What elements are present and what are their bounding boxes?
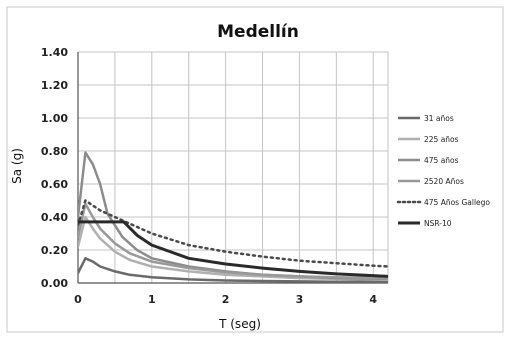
y-tick-label: 0.60: [41, 178, 68, 191]
series-line-1: [78, 215, 388, 281]
legend: 31 años 225 años 475 años 2520 Años 475 Años…: [396, 114, 490, 228]
series-line-3: [78, 202, 388, 280]
series-line-4: [78, 199, 388, 268]
legend-label: 31 años: [424, 114, 454, 123]
x-tick-label: 1: [148, 293, 156, 306]
legend-label: 2520 Años: [424, 177, 464, 186]
series-layer: [78, 151, 388, 283]
y-tick-label: 1.40: [41, 46, 68, 59]
y-tick-label: 0.20: [41, 244, 68, 257]
x-tick-label: 4: [369, 293, 377, 306]
legend-label: 475 años: [424, 156, 459, 165]
y-tick-label: 0.00: [41, 277, 68, 290]
y-tick-label: 0.80: [41, 145, 68, 158]
legend-label: 475 Años Gallego: [424, 198, 490, 207]
chart-title: Medellín: [217, 22, 299, 42]
axis-layer: 0.00 0.20 0.40 0.60 0.80 1.00 1.20 1.40 0 1 2 3 4: [41, 46, 388, 306]
x-axis-label: T (seg): [218, 317, 261, 331]
y-axis-label: Sa (g): [10, 148, 24, 184]
legend-label: 225 años: [424, 135, 459, 144]
x-tick-label: 0: [74, 293, 82, 306]
x-tick-label: 2: [222, 293, 230, 306]
y-tick-label: 1.20: [41, 79, 68, 92]
y-tick-label: 1.00: [41, 112, 68, 125]
series-line-0: [78, 257, 388, 283]
y-tick-label: 0.40: [41, 211, 68, 224]
x-tick-label: 3: [296, 293, 304, 306]
legend-label: NSR-10: [424, 219, 452, 228]
series-line-5: [78, 220, 388, 278]
